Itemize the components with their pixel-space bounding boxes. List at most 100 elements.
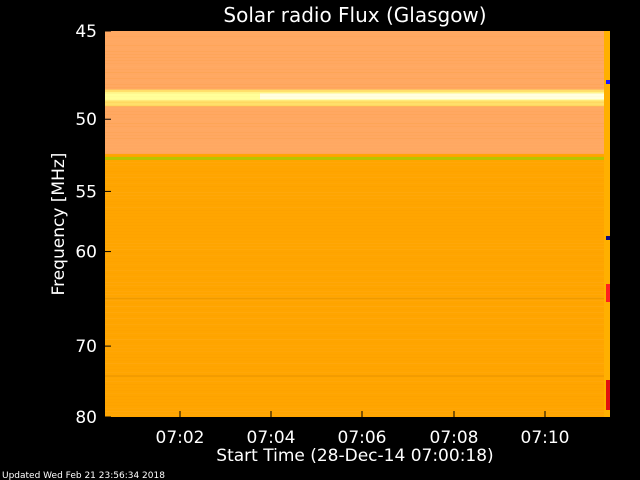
texture-line bbox=[105, 348, 610, 349]
texture-line bbox=[105, 51, 610, 52]
texture-line bbox=[105, 102, 610, 103]
texture-line bbox=[105, 345, 610, 346]
texture-line bbox=[105, 69, 610, 70]
texture-line bbox=[105, 204, 610, 205]
texture-line bbox=[105, 264, 610, 265]
texture-line bbox=[105, 219, 610, 220]
texture-line bbox=[105, 117, 610, 118]
texture-line bbox=[105, 267, 610, 268]
texture-line bbox=[105, 231, 610, 232]
texture-line bbox=[105, 225, 610, 226]
texture-line bbox=[105, 114, 610, 115]
x-axis-label: Start Time (28-Dec-14 07:00:18) bbox=[216, 446, 493, 466]
texture-line bbox=[105, 72, 610, 73]
texture-line bbox=[105, 258, 610, 259]
plot-area bbox=[105, 31, 610, 417]
x-tick-label: 07:02 bbox=[156, 428, 205, 448]
texture-line bbox=[105, 93, 610, 94]
texture-line bbox=[105, 66, 610, 67]
texture-line bbox=[105, 243, 610, 244]
texture-line bbox=[105, 141, 610, 142]
texture-line bbox=[105, 327, 610, 328]
texture-line bbox=[105, 270, 610, 271]
texture-line bbox=[105, 75, 610, 76]
texture-line bbox=[105, 273, 610, 274]
texture-line bbox=[105, 381, 610, 382]
texture-line bbox=[105, 39, 610, 40]
texture-line bbox=[105, 174, 610, 175]
texture-line bbox=[105, 57, 610, 58]
texture-line bbox=[105, 96, 610, 97]
texture-line bbox=[105, 246, 610, 247]
texture-line bbox=[105, 360, 610, 361]
texture-line bbox=[105, 324, 610, 325]
texture-line bbox=[105, 294, 610, 295]
texture-line bbox=[105, 378, 610, 379]
texture-line bbox=[105, 228, 610, 229]
texture-line bbox=[105, 405, 610, 406]
texture-line bbox=[105, 369, 610, 370]
right-edge-column bbox=[604, 31, 610, 417]
texture-line bbox=[105, 276, 610, 277]
texture-line bbox=[105, 162, 610, 163]
texture-line bbox=[105, 249, 610, 250]
texture-line bbox=[105, 396, 610, 397]
texture-line bbox=[105, 207, 610, 208]
texture-line bbox=[105, 84, 610, 85]
texture-line bbox=[105, 90, 610, 91]
texture-line bbox=[105, 399, 610, 400]
right-edge-marker-blue bbox=[606, 80, 610, 84]
texture-line bbox=[105, 297, 610, 298]
x-tick-label: 07:06 bbox=[338, 428, 387, 448]
texture-line bbox=[105, 60, 610, 61]
texture-line bbox=[105, 309, 610, 310]
texture-line bbox=[105, 357, 610, 358]
texture-line bbox=[105, 105, 610, 106]
texture-line bbox=[105, 387, 610, 388]
heatmap-bands bbox=[105, 31, 610, 417]
texture-line bbox=[105, 393, 610, 394]
texture-line bbox=[105, 333, 610, 334]
y-tick-label: 55 bbox=[75, 182, 97, 202]
texture-line bbox=[105, 279, 610, 280]
texture-line bbox=[105, 330, 610, 331]
texture-line bbox=[105, 375, 610, 376]
y-axis-label: Frequency [MHz] bbox=[49, 153, 69, 296]
y-tick-label: 50 bbox=[75, 110, 97, 130]
texture-line bbox=[105, 312, 610, 313]
y-tick-label: 60 bbox=[75, 243, 97, 263]
texture-line bbox=[105, 315, 610, 316]
texture-line bbox=[105, 303, 610, 304]
texture-line bbox=[105, 99, 610, 100]
texture-line bbox=[105, 288, 610, 289]
x-tick-label: 07:08 bbox=[430, 428, 479, 448]
texture-line bbox=[105, 171, 610, 172]
band-0 bbox=[105, 31, 610, 90]
texture-line bbox=[105, 252, 610, 253]
heatmap-texture bbox=[105, 33, 610, 415]
texture-line bbox=[105, 285, 610, 286]
texture-line bbox=[105, 81, 610, 82]
texture-line bbox=[105, 255, 610, 256]
y-tick-label: 80 bbox=[75, 408, 97, 428]
texture-line bbox=[105, 210, 610, 211]
texture-line bbox=[105, 318, 610, 319]
texture-line bbox=[105, 189, 610, 190]
update-footer: Updated Wed Feb 21 23:56:34 2018 bbox=[2, 471, 165, 480]
texture-line bbox=[105, 168, 610, 169]
texture-line bbox=[105, 36, 610, 37]
texture-line bbox=[105, 342, 610, 343]
texture-line bbox=[105, 216, 610, 217]
x-tick-label: 07:04 bbox=[247, 428, 296, 448]
texture-line bbox=[105, 48, 610, 49]
feature-line-3 bbox=[105, 375, 610, 377]
texture-line bbox=[105, 195, 610, 196]
right-edge-marker-red bbox=[606, 284, 610, 302]
texture-line bbox=[105, 414, 610, 415]
texture-line bbox=[105, 384, 610, 385]
texture-line bbox=[105, 198, 610, 199]
texture-line bbox=[105, 240, 610, 241]
texture-line bbox=[105, 201, 610, 202]
texture-line bbox=[105, 336, 610, 337]
